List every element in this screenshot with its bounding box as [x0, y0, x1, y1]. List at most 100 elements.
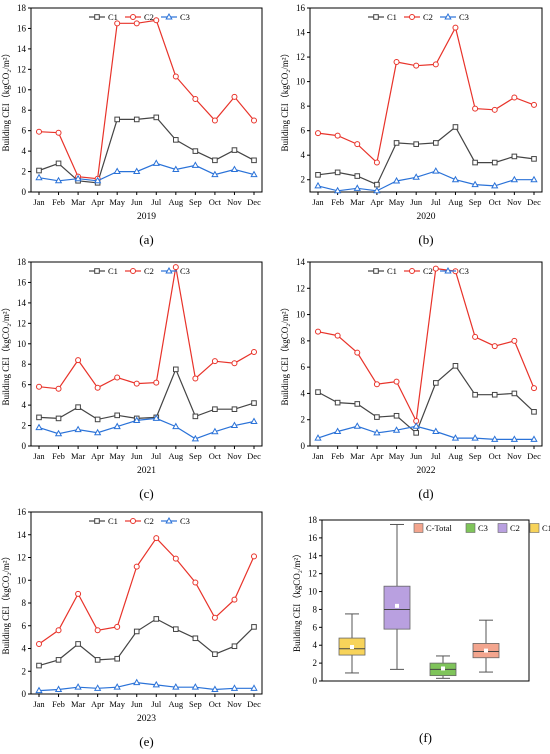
x-tick-label: Aug: [168, 699, 183, 709]
legend-swatch-c-total: [413, 523, 424, 533]
y-tick-label: 10: [17, 85, 27, 95]
data-point-c2: [315, 130, 321, 137]
panel-label: (d): [418, 486, 433, 501]
data-point-c3: [74, 174, 82, 182]
x-tick-label: Nov: [227, 197, 242, 207]
panel-label: (e): [139, 734, 153, 749]
legend-marker: [444, 12, 452, 20]
x-tick-label: Dec: [247, 451, 261, 461]
data-point-c1: [511, 390, 518, 397]
x-tick-label: Apr: [91, 451, 104, 461]
data-point-c1: [231, 406, 238, 412]
data-point-c3: [353, 184, 361, 191]
plot-frame: [309, 7, 543, 193]
data-point-c2: [354, 349, 361, 356]
y-tick-label: 8: [22, 105, 27, 115]
data-point-c1: [251, 624, 257, 630]
x-tick-label: Sep: [469, 451, 482, 461]
data-point-c2: [211, 614, 218, 621]
legend-marker: [373, 268, 379, 274]
mean-marker-c-total: [484, 648, 488, 653]
y-tick-label: 8: [22, 598, 27, 608]
panel-d-2022: 0 2 4 6 8 10 12 14 Building CEI（kgCO₂/m²） Jan Feb M…: [280, 257, 543, 501]
x-tick-label: Feb: [52, 197, 65, 207]
data-point-c1: [94, 416, 101, 423]
data-point-c1: [531, 409, 537, 415]
series-line-c3: [317, 425, 534, 440]
data-point-c3: [133, 167, 141, 175]
y-tick-label: 2: [301, 175, 306, 185]
legend-label-c1: C1: [108, 516, 118, 526]
x-tick-label: Jul: [151, 699, 162, 709]
legend-label-c3: C3: [180, 266, 190, 276]
y-axis-label: Building CEI（kgCO₂/m²）: [280, 302, 290, 405]
y-tick-label: 0: [22, 187, 27, 197]
data-point-c1: [452, 363, 459, 369]
x-tick-label: Jun: [131, 699, 144, 709]
data-point-c3: [191, 683, 200, 690]
data-point-c3: [471, 434, 479, 441]
data-point-c3: [491, 435, 499, 442]
data-point-c1: [334, 169, 341, 176]
x-axis-year-label: 2019: [137, 212, 156, 222]
y-axis-label: Building CEI（kgCO₂/m²）: [1, 551, 11, 654]
data-point-c2: [491, 106, 498, 113]
panel-e-2023: 0 2 4 6 8 10 12 14 16 Building CEI（kgCO₂/m²） Jan Fe…: [1, 507, 263, 749]
data-point-c1: [153, 114, 160, 121]
legend-marker: [409, 14, 415, 20]
x-tick-label: Nov: [507, 451, 522, 461]
data-point-c2: [55, 129, 62, 136]
data-point-c1: [192, 413, 199, 420]
data-point-c3: [333, 186, 342, 194]
y-axis-label: Building CEI（kgCO₂/m²）: [1, 48, 11, 151]
legend-swatch-c2: [497, 523, 508, 533]
data-point-c2: [413, 62, 420, 69]
y-tick-label: 10: [296, 77, 306, 87]
data-point-c3: [35, 173, 43, 181]
y-tick-label: 8: [301, 101, 306, 111]
legend-label-c2: C2: [144, 266, 154, 276]
x-axis-year-label: 2022: [417, 466, 436, 476]
data-point-c3: [250, 417, 258, 424]
y-tick-label: 14: [296, 28, 306, 38]
data-point-c1: [374, 414, 380, 420]
data-point-c3: [530, 435, 538, 442]
data-point-c3: [172, 422, 180, 430]
y-tick-label: 14: [308, 551, 318, 561]
data-point-c1: [393, 140, 400, 146]
data-point-c3: [491, 181, 499, 189]
y-tick-label: 6: [313, 622, 318, 632]
y-tick-label: 12: [17, 64, 26, 74]
mean-marker-c2: [395, 603, 399, 608]
data-point-c1: [452, 124, 459, 130]
data-point-c2: [393, 58, 400, 65]
x-tick-label: Jun: [131, 197, 144, 207]
series-line-c2: [38, 266, 255, 390]
data-point-c2: [192, 95, 199, 102]
legend-label-c2: C2: [144, 12, 154, 22]
data-point-c3: [35, 686, 43, 694]
series-line-c1: [38, 367, 255, 421]
y-tick-label: 16: [17, 23, 27, 33]
x-tick-label: Jan: [312, 451, 324, 461]
y-tick-label: 12: [296, 283, 305, 293]
data-point-c1: [231, 643, 238, 650]
data-point-c1: [334, 399, 341, 406]
data-point-c2: [75, 357, 82, 364]
x-tick-label: Jan: [33, 451, 45, 461]
data-point-c2: [153, 17, 160, 24]
data-point-c2: [251, 553, 257, 560]
x-tick-label: Aug: [448, 197, 463, 207]
data-point-c2: [231, 93, 238, 100]
legend-marker: [165, 12, 173, 20]
data-point-c2: [211, 358, 218, 365]
data-point-c1: [413, 141, 419, 147]
y-tick-label: 14: [17, 44, 27, 54]
data-point-c1: [251, 157, 257, 164]
y-tick-label: 0: [22, 441, 27, 451]
data-point-c2: [432, 265, 439, 272]
data-point-c3: [250, 170, 258, 178]
series-line-c2: [38, 537, 255, 645]
y-tick-label: 12: [17, 318, 26, 328]
data-point-c3: [314, 434, 322, 441]
